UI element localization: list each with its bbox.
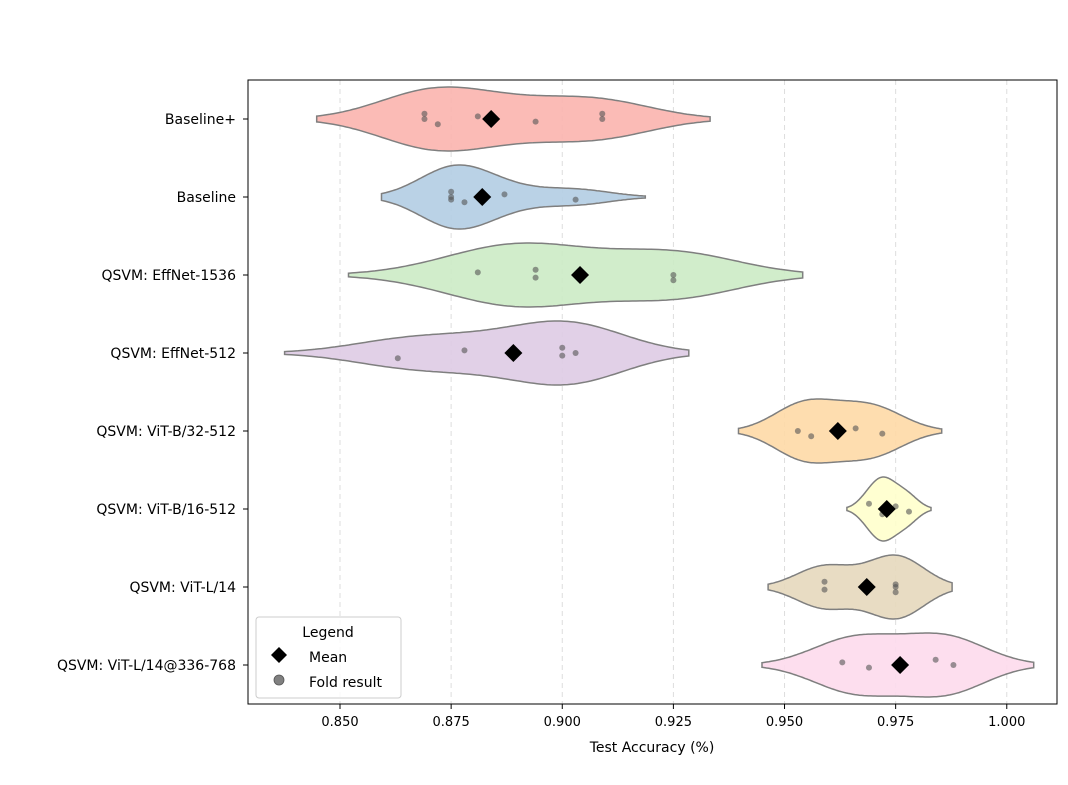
violin [283, 320, 690, 386]
fold-point [559, 344, 566, 351]
fold-point [434, 121, 441, 128]
x-tick-label: 0.950 [766, 715, 803, 730]
fold-point [905, 508, 912, 515]
legend-fold-label: Fold result [309, 675, 382, 691]
fold-point [950, 662, 957, 668]
fold-point [839, 659, 846, 666]
fold-point [879, 430, 886, 437]
fold-point [865, 500, 872, 507]
y-tick-label: Baseline [177, 190, 236, 206]
legend: Legend Mean Fold result [255, 616, 402, 699]
fold-point [501, 191, 508, 198]
y-axis-ticks: Baseline+ Baseline QSVM: EffNet-1536 QSVM: … [57, 112, 248, 674]
fold-point [532, 118, 539, 125]
x-tick-label: 1.000 [988, 715, 1025, 730]
mean-marker [482, 110, 501, 128]
x-axis-ticks: 0.850 0.875 0.900 0.925 0.950 0.975 1.000 [321, 704, 1025, 730]
legend-title: Legend [302, 625, 353, 641]
mean-marker [877, 500, 896, 518]
x-tick-label: 0.875 [433, 715, 470, 730]
violin [315, 86, 711, 152]
y-tick-label: Baseline+ [165, 112, 236, 128]
x-tick-label: 0.850 [321, 715, 358, 730]
x-tick-label: 0.975 [877, 715, 914, 730]
fold-point [532, 266, 539, 273]
legend-mean-diamond-icon [271, 647, 287, 663]
fold-point [821, 586, 828, 593]
mean-marker [504, 344, 523, 362]
fold-points [394, 110, 957, 671]
fold-point [474, 269, 481, 276]
legend-fold-circle-icon [273, 674, 285, 686]
x-tick-label: 0.925 [655, 715, 692, 730]
fold-point [572, 196, 579, 203]
fold-point [448, 194, 455, 200]
x-axis-label: Test Accuracy (%) [589, 740, 715, 756]
mean-marker [891, 656, 910, 674]
fold-point [808, 433, 815, 440]
y-tick-label: QSVM: EffNet-1536 [102, 268, 237, 284]
y-tick-label: QSVM: ViT-B/32-512 [96, 424, 236, 440]
violins [283, 86, 1035, 698]
mean-marker [571, 266, 590, 284]
fold-point [461, 199, 468, 206]
y-tick-label: QSVM: ViT-L/14 [129, 580, 236, 596]
violin [380, 164, 647, 230]
mean-marker [473, 188, 492, 206]
fold-point [461, 347, 468, 354]
y-tick-label: QSVM: ViT-L/14@336-768 [57, 658, 236, 674]
plot-frame [247, 79, 1058, 705]
fold-point [821, 578, 828, 585]
mean-marker [828, 422, 847, 440]
fold-point [599, 116, 606, 122]
mean-markers [473, 110, 910, 674]
fold-point [794, 428, 801, 434]
legend-box [255, 616, 402, 699]
fold-point [559, 352, 566, 359]
y-tick-label: QSVM: EffNet-512 [110, 346, 236, 362]
fold-point [670, 272, 677, 278]
fold-point [421, 110, 428, 117]
y-tick-label: QSVM: ViT-B/16-512 [96, 502, 236, 518]
fold-point [532, 274, 539, 281]
fold-point [670, 277, 677, 284]
fold-point [599, 110, 606, 117]
fold-point [394, 355, 401, 362]
legend-mean-label: Mean [309, 650, 347, 666]
fold-point [448, 188, 455, 195]
fold-point [932, 656, 939, 663]
x-tick-label: 0.900 [544, 715, 581, 730]
fold-point [852, 425, 859, 432]
fold-point [572, 350, 579, 356]
fold-point [474, 113, 481, 120]
fold-point [892, 589, 899, 596]
fold-point [865, 664, 872, 671]
mean-marker [857, 578, 876, 596]
fold-point [421, 116, 428, 122]
fold-point [892, 581, 899, 588]
